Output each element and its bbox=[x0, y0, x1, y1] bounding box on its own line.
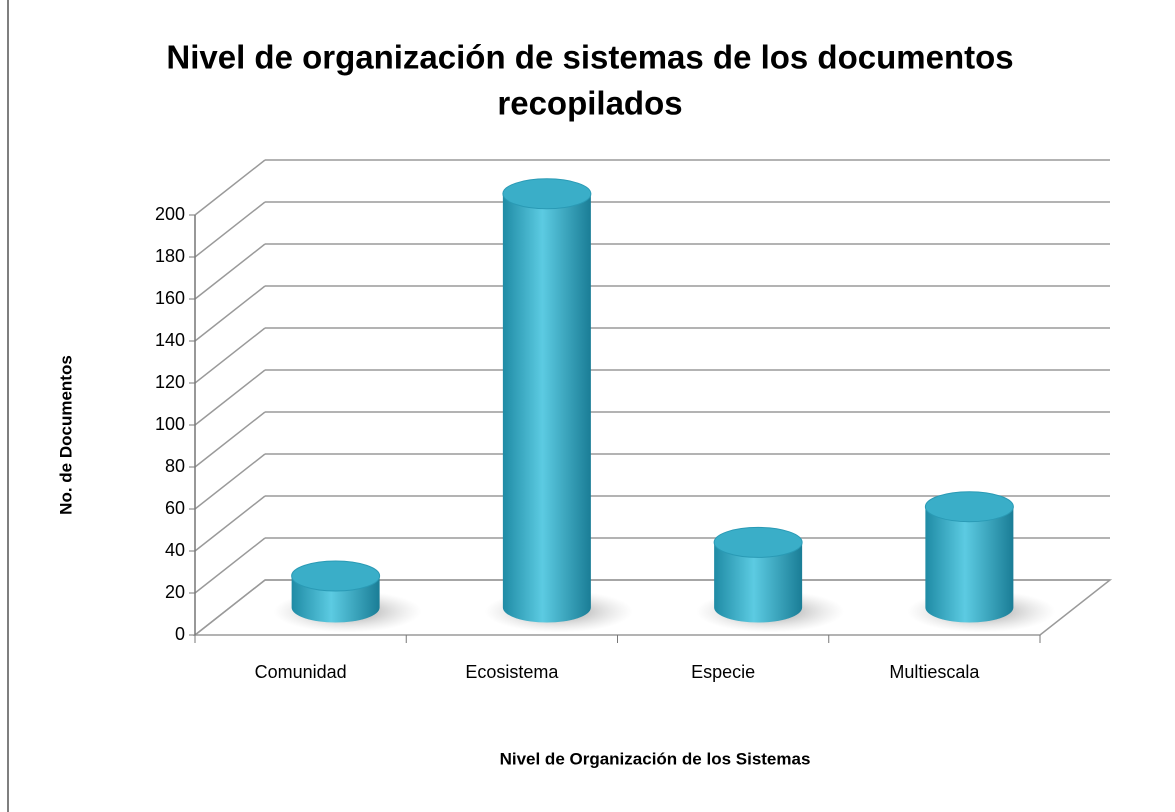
x-tick-label: Especie bbox=[691, 662, 755, 682]
bar-top bbox=[713, 526, 803, 558]
y-tick-label: 160 bbox=[155, 288, 185, 308]
grid-line bbox=[194, 453, 266, 510]
x-tick-label: Ecosistema bbox=[465, 662, 559, 682]
bar bbox=[714, 542, 803, 623]
grid-line bbox=[194, 285, 266, 342]
grid-line bbox=[194, 327, 266, 384]
y-tick-label: 60 bbox=[165, 498, 185, 518]
grid-line bbox=[194, 495, 266, 552]
bar bbox=[502, 193, 591, 623]
grid-line bbox=[194, 201, 266, 258]
y-tick-label: 40 bbox=[165, 540, 185, 560]
bar bbox=[925, 506, 1014, 623]
bar-top bbox=[924, 491, 1014, 523]
grid-line bbox=[194, 411, 266, 468]
y-tick-label: 20 bbox=[165, 582, 185, 602]
y-tick-label: 80 bbox=[165, 456, 185, 476]
y-tick-label: 100 bbox=[155, 414, 185, 434]
chart-title: Nivel de organización de sistemas de los… bbox=[166, 39, 1013, 76]
grid-line bbox=[194, 243, 266, 300]
bar-top bbox=[291, 560, 381, 592]
grid-line bbox=[194, 159, 266, 216]
bar-top bbox=[502, 178, 592, 210]
y-tick-label: 200 bbox=[155, 204, 185, 224]
x-tick-label: Multiescala bbox=[889, 662, 980, 682]
grid-line bbox=[194, 579, 266, 636]
y-tick-label: 180 bbox=[155, 246, 185, 266]
y-tick-label: 140 bbox=[155, 330, 185, 350]
y-tick-label: 0 bbox=[175, 624, 185, 644]
y-axis-title: No. de Documentos bbox=[56, 355, 75, 515]
x-tick-label: Comunidad bbox=[255, 662, 347, 682]
grid-line bbox=[194, 537, 266, 594]
x-axis-title: Nivel de Organización de los Sistemas bbox=[500, 749, 811, 768]
y-tick-label: 120 bbox=[155, 372, 185, 392]
chart-title: recopilados bbox=[497, 85, 682, 122]
grid-line bbox=[194, 369, 266, 426]
